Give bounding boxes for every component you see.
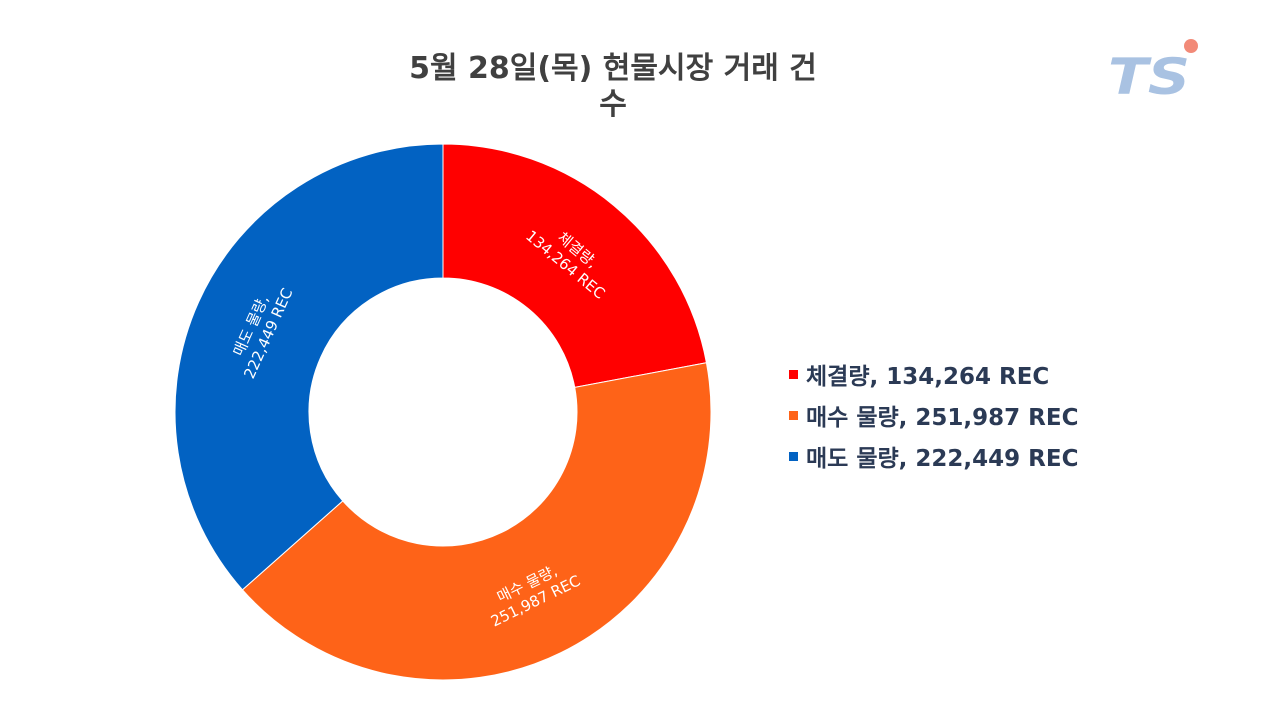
- ts-logo-dot-icon: [1184, 39, 1198, 53]
- ts-logo: TS: [1108, 39, 1198, 106]
- legend-label-2: 매도 물량, 222,449 REC: [806, 446, 1078, 472]
- donut-slice-1: [241, 362, 712, 681]
- ts-logo-text: TS: [1108, 48, 1190, 106]
- legend-marker-1: [789, 411, 798, 420]
- legend-marker-2: [789, 452, 798, 461]
- chart-legend: 체결량, 134,264 REC 매수 물량, 251,987 REC 매도 물량,…: [789, 364, 1078, 472]
- chart-title-line-1: 5월 28일(목) 현물시장 거래 건: [409, 51, 817, 86]
- chart-title-line-2: 수: [599, 87, 627, 122]
- donut-slice-0: [442, 143, 708, 388]
- donut-slices: [174, 143, 712, 681]
- donut-slice-2: [174, 143, 444, 591]
- legend-label-0: 체결량, 134,264 REC: [806, 364, 1049, 390]
- legend-marker-0: [789, 370, 798, 379]
- legend-label-1: 매수 물량, 251,987 REC: [806, 405, 1078, 431]
